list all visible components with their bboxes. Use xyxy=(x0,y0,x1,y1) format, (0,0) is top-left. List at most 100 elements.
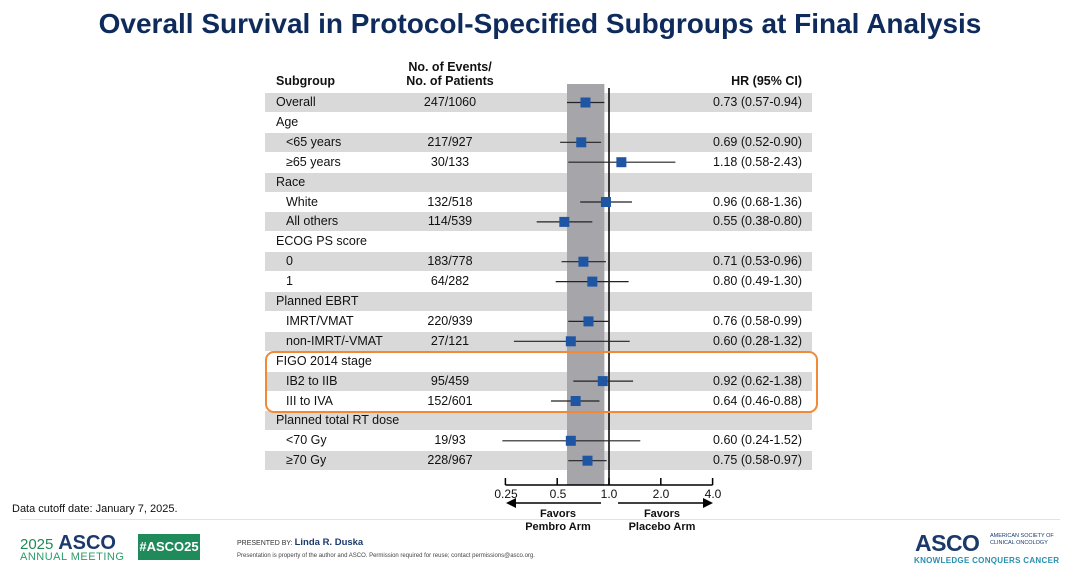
events-value: 64/282 xyxy=(430,274,470,289)
x-tick-label: 2.0 xyxy=(652,487,670,501)
asco-tagline: KNOWLEDGE CONQUERS CANCER xyxy=(914,556,1060,565)
table-row: Planned total RT dose xyxy=(265,411,812,431)
arrow-right-head xyxy=(703,498,713,508)
subgroup-label: <65 years xyxy=(286,134,342,149)
hr-value: 0.60 (0.28-1.32) xyxy=(713,333,802,348)
asco-full-name: AMERICAN SOCIETY OF CLINICAL ONCOLOGY xyxy=(990,533,1054,546)
table-row: 0 183/778 0.71 (0.53-0.96) xyxy=(265,252,812,272)
hashtag-badge: #ASCO25 xyxy=(138,534,200,560)
table-row: Overall 247/1060 0.73 (0.57-0.94) xyxy=(265,93,812,112)
table-row: ≥65 years 30/133 1.18 (0.58-2.43) xyxy=(265,153,812,172)
hr-marker xyxy=(565,435,576,446)
table-row: <65 years 217/927 0.69 (0.52-0.90) xyxy=(265,132,812,152)
subgroup-label: Planned total RT dose xyxy=(276,413,400,428)
hr-value: 1.18 (0.58-2.43) xyxy=(713,154,802,169)
table-row: 1 64/282 0.80 (0.49-1.30) xyxy=(265,272,812,291)
table-row: Race xyxy=(265,172,812,192)
table-row: FIGO 2014 stage xyxy=(265,352,812,371)
events-value: 220/939 xyxy=(427,313,473,328)
hr-value: 0.69 (0.52-0.90) xyxy=(713,134,802,149)
hr-marker xyxy=(587,276,598,287)
events-value: 30/133 xyxy=(430,154,470,169)
hr-marker xyxy=(565,336,576,347)
favors-left-line2: Pembro Arm xyxy=(525,521,591,533)
hr-marker xyxy=(570,396,581,406)
hr-value: 0.71 (0.53-0.96) xyxy=(713,254,802,269)
hr-marker xyxy=(580,97,591,108)
events-value: 27/121 xyxy=(430,333,470,348)
footer-divider xyxy=(20,519,1060,520)
meeting-logo: 2025 ASCO xyxy=(20,532,116,555)
arrow-left-head xyxy=(506,498,516,508)
hr-marker xyxy=(583,316,594,327)
subgroup-label: IB2 to IIB xyxy=(286,373,338,388)
table-row: III to IVA 152/601 0.64 (0.46-0.88) xyxy=(265,392,812,411)
table-row: IB2 to IIB 95/459 0.92 (0.62-1.38) xyxy=(265,371,812,391)
events-value: 132/518 xyxy=(427,194,473,209)
meeting-sub: ANNUAL MEETING xyxy=(20,551,125,563)
highlight-box-figo xyxy=(265,351,818,413)
hr-marker xyxy=(582,455,593,466)
subgroup-label: All others xyxy=(286,214,339,229)
events-value: 114/539 xyxy=(427,214,473,229)
x-tick-label: 1.0 xyxy=(600,487,618,501)
hr-value: 0.75 (0.58-0.97) xyxy=(713,453,802,468)
header-subgroup: Subgroup xyxy=(276,74,336,88)
favors-right-line1: Favors xyxy=(643,508,681,520)
hr-value: 0.96 (0.68-1.36) xyxy=(713,194,802,209)
slide-title: Overall Survival in Protocol-Specified S… xyxy=(98,8,982,39)
subgroup-label: <70 Gy xyxy=(286,433,327,448)
hr-marker xyxy=(597,376,608,387)
header-events-2: No. of Patients xyxy=(406,74,494,88)
events-value: 152/601 xyxy=(427,393,473,408)
hr-value: 0.80 (0.49-1.30) xyxy=(713,274,802,289)
overall-ci-band xyxy=(566,84,605,485)
table-row: Planned EBRT xyxy=(265,292,812,311)
favors-pembro-label: Favors Pembro Arm xyxy=(508,508,608,534)
header-hr: HR (95% CI) xyxy=(731,74,802,88)
subgroup-label: 0 xyxy=(286,254,293,269)
subgroup-label: 1 xyxy=(286,274,293,289)
x-tick-label: 0.25 xyxy=(494,487,518,501)
hr-marker xyxy=(600,197,611,207)
x-tick-label: 0.5 xyxy=(549,487,567,501)
table-row: ECOG PS score xyxy=(265,232,812,251)
favors-left-line1: Favors xyxy=(539,508,577,520)
favors-right-line2: Placebo Arm xyxy=(628,521,696,533)
events-value: 228/967 xyxy=(427,453,473,468)
subgroup-label: III to IVA xyxy=(286,393,334,408)
events-value: 19/93 xyxy=(434,433,466,448)
hr-marker xyxy=(559,216,570,227)
hr-marker xyxy=(576,137,587,148)
header-events-1: No. of Events/ xyxy=(408,60,492,74)
data-cutoff-note: Data cutoff date: January 7, 2025. xyxy=(12,503,178,515)
subgroup-label: Age xyxy=(276,114,299,129)
hr-value: 0.55 (0.38-0.80) xyxy=(713,214,802,229)
asco-logo: ASCO xyxy=(915,530,980,556)
events-value: 247/1060 xyxy=(423,95,477,109)
subgroup-label: Race xyxy=(276,174,306,189)
x-tick-label: 4.0 xyxy=(704,487,722,501)
subgroup-label: Planned EBRT xyxy=(276,294,359,308)
property-note: Presentation is property of the author a… xyxy=(237,553,535,559)
events-value: 217/927 xyxy=(427,134,473,149)
subgroup-label: ECOG PS score xyxy=(276,234,367,249)
hr-marker xyxy=(578,256,589,267)
subgroup-label: IMRT/VMAT xyxy=(286,313,354,328)
subgroup-label: ≥70 Gy xyxy=(286,453,327,468)
events-value: 183/778 xyxy=(427,254,473,269)
subgroup-label: White xyxy=(286,194,318,209)
presenter-name: Linda R. Duska xyxy=(294,537,364,548)
hr-value: 0.60 (0.24-1.52) xyxy=(713,433,802,448)
favors-placebo-label: Favors Placebo Arm xyxy=(612,508,712,534)
events-value: 95/459 xyxy=(430,373,470,388)
presented-by-label: PRESENTED BY: xyxy=(237,540,293,547)
meeting-name: ASCO xyxy=(58,532,116,554)
table-row: <70 Gy 19/93 0.60 (0.24-1.52) xyxy=(265,431,812,450)
table-row: Age xyxy=(265,113,812,132)
hr-value: 0.73 (0.57-0.94) xyxy=(713,95,802,109)
hr-value: 0.92 (0.62-1.38) xyxy=(713,373,802,388)
hr-value: 0.76 (0.58-0.99) xyxy=(713,313,802,328)
subgroup-label: non-IMRT/-VMAT xyxy=(286,333,383,348)
